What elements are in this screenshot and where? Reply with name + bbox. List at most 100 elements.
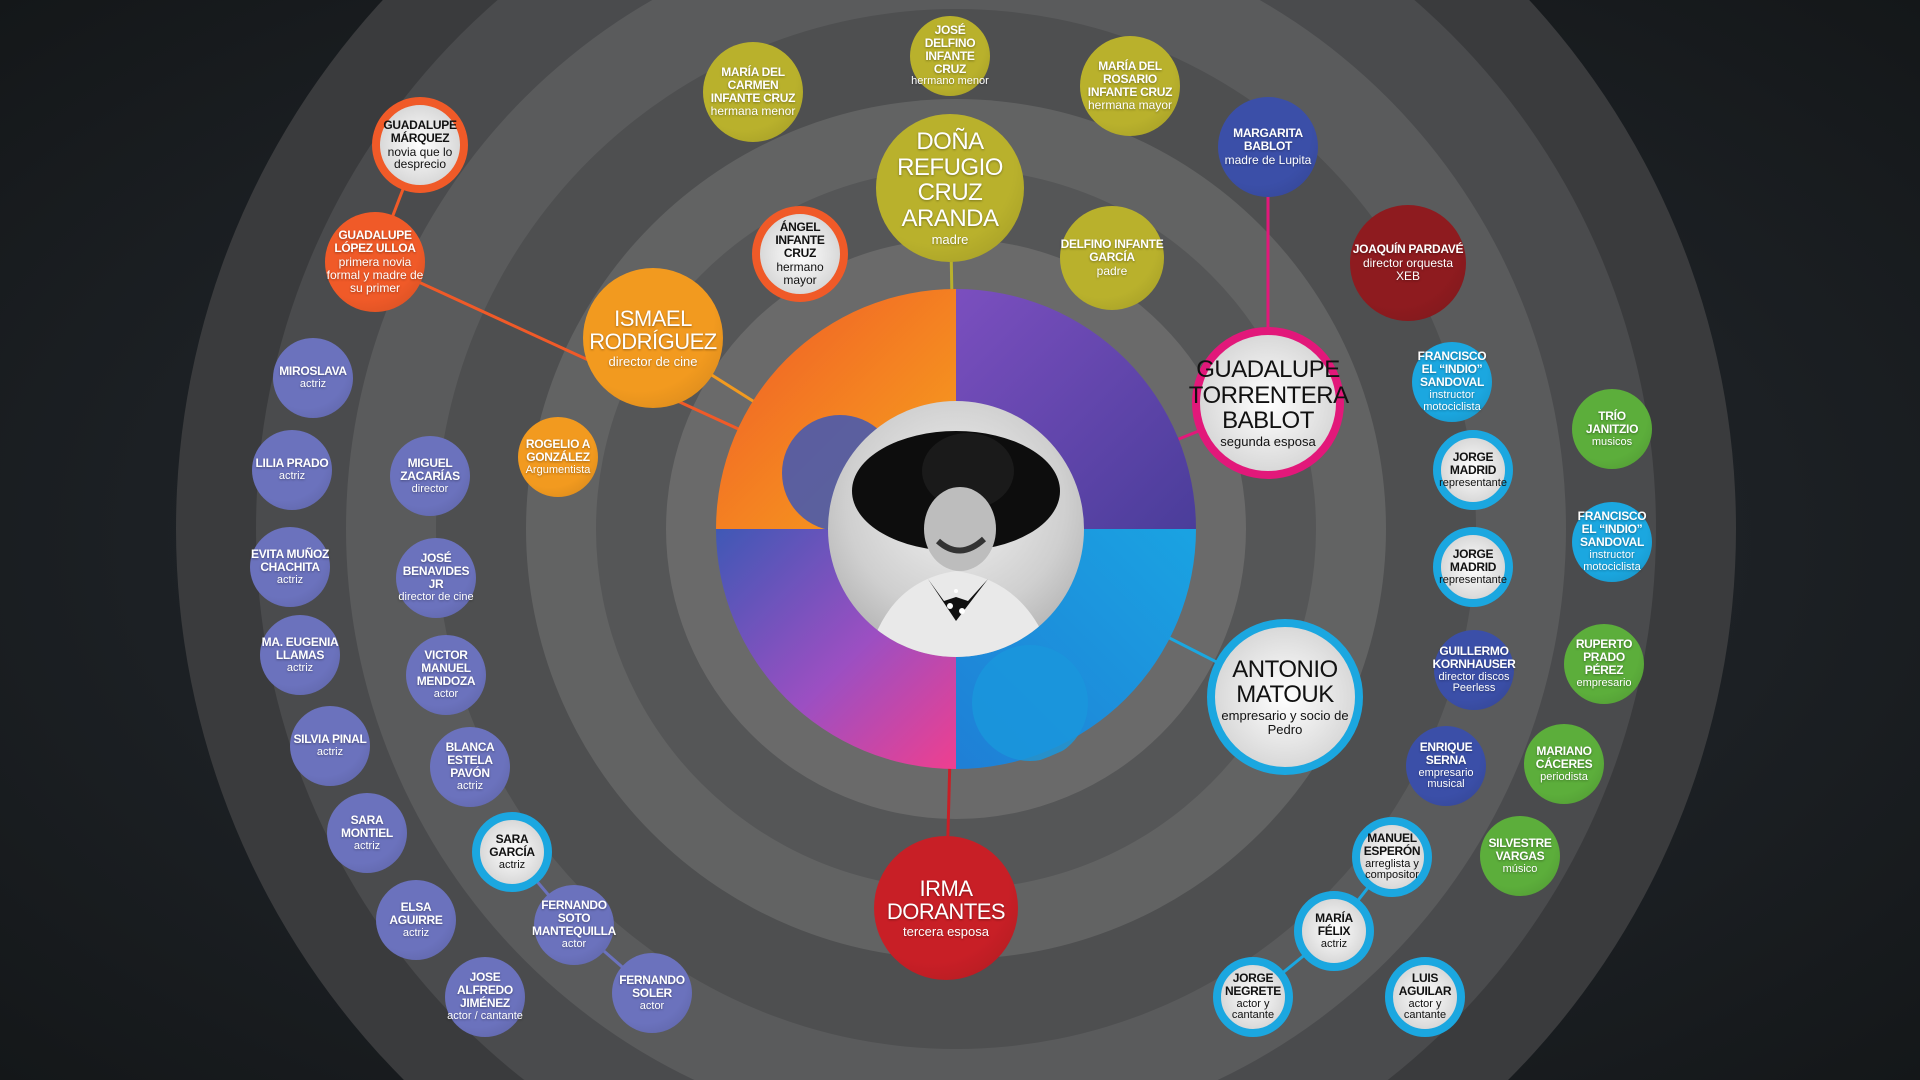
person-node-text: IRMA DORANTES tercera esposa (874, 875, 1018, 940)
center-portrait (828, 401, 1084, 657)
person-node-text: GUADALUPE MÁRQUEZ novia que lo desprecio (380, 118, 460, 172)
person-node-n23[interactable]: ENRIQUE SERNA empresario musical (1406, 726, 1486, 806)
person-node-n37[interactable]: JOSE ALFREDO JIMÉNEZ actor / cantante (445, 957, 525, 1037)
person-role: actriz (402, 926, 430, 939)
person-node-n13[interactable]: JOAQUÍN PARDAVÉ director orquesta XEB (1350, 205, 1466, 321)
person-role: director orquesta XEB (1362, 256, 1454, 283)
person-node-n12[interactable]: GUADALUPE TORRENTERA BABLOT segunda espos… (1189, 327, 1349, 479)
person-name: VICTOR MANUEL MENDOZA (416, 648, 476, 689)
person-role: actriz (316, 746, 344, 759)
person-node-n28[interactable]: JORGE NEGRETE actor y cantante (1213, 957, 1293, 1037)
person-name: FERNANDO SOLER (619, 972, 685, 1000)
person-node-n34[interactable]: SILVIA PINAL actriz (290, 706, 370, 786)
person-node-text: FRANCISCO EL “INDIO” SANDOVAL instructor … (1572, 510, 1652, 574)
person-node-n41[interactable]: BLANCA ESTELA PAVÓN actriz (430, 727, 510, 807)
person-name: GUADALUPE LÓPEZ ULLOA (334, 228, 416, 256)
person-name: ANTONIO MATOUK (1232, 655, 1338, 709)
person-node-text: JORGE NEGRETE actor y cantante (1221, 971, 1285, 1023)
person-node-n8[interactable]: ROGELIO A GONZÁLEZ Argumentista (518, 417, 598, 497)
person-role: primera novia formal y madre de su prime… (326, 255, 424, 295)
person-node-n9[interactable]: GUADALUPE MÁRQUEZ novia que lo desprecio (372, 97, 468, 193)
person-role: hermana menor (710, 104, 796, 119)
person-name: ISMAEL RODRÍGUEZ (589, 305, 717, 355)
person-role: actriz (456, 779, 484, 792)
person-role: actriz (299, 378, 327, 391)
person-node-n3[interactable]: MARÍA DEL CARMEN INFANTE CRUZ hermana men… (703, 42, 803, 142)
person-node-n35[interactable]: SARA MONTIEL actriz (327, 793, 407, 873)
person-role: actor (433, 687, 459, 700)
person-name: IRMA DORANTES (886, 875, 1006, 925)
person-node-n33[interactable]: MA. EUGENIA LLAMAS actriz (260, 615, 340, 695)
person-role: tercera esposa (903, 924, 989, 940)
person-node-n14[interactable]: IRMA DORANTES tercera esposa (874, 836, 1018, 980)
person-node-text: DOÑA REFUGIO CRUZ ARANDA madre (876, 128, 1024, 248)
person-node-n38[interactable]: MIGUEL ZACARÍAS director (390, 436, 470, 516)
person-node-n21[interactable]: GUILLERMO KORNHAUSER director discos Peer… (1433, 630, 1516, 710)
person-node-n26[interactable]: MANUEL ESPERÓN arreglista y compositor (1352, 817, 1432, 897)
person-node-n36[interactable]: ELSA AGUIRRE actriz (376, 880, 456, 960)
person-node-text: GUADALUPE LÓPEZ ULLOA primera novia forma… (325, 229, 425, 295)
person-node-n19[interactable]: FRANCISCO EL “INDIO” SANDOVAL instructor … (1572, 502, 1652, 582)
person-role: actriz (286, 661, 314, 674)
person-node-n30[interactable]: MIROSLAVA actriz (273, 338, 353, 418)
person-node-n10[interactable]: GUADALUPE LÓPEZ ULLOA primera novia forma… (325, 212, 425, 312)
person-node-text: JOAQUÍN PARDAVÉ director orquesta XEB (1350, 243, 1466, 283)
person-node-text: SARA GARCÍA actriz (480, 831, 544, 872)
person-name: JOSÉ DELFINO INFANTE CRUZ (924, 22, 976, 76)
person-node-n32[interactable]: EVITA MUÑOZ CHACHITA actriz (250, 527, 330, 607)
person-node-n44[interactable]: FERNANDO SOLER actor (612, 953, 692, 1033)
person-role: actor (561, 937, 587, 950)
person-role: actriz (276, 573, 304, 586)
person-node-text: JOSE ALFREDO JIMÉNEZ actor / cantante (445, 971, 525, 1023)
person-node-text: MARIANO CÁCERES periodista (1524, 744, 1604, 784)
person-name: LUIS AGUILAR (1398, 970, 1452, 998)
person-node-n7[interactable]: ISMAEL RODRÍGUEZ director de cine (583, 268, 723, 408)
person-node-n11[interactable]: MARGARITA BABLOT madre de Lupita (1218, 97, 1318, 197)
person-node-n2[interactable]: JOSÉ DELFINO INFANTE CRUZ hermano menor (910, 16, 990, 96)
person-node-n20[interactable]: TRÍO JANITZIO musicos (1572, 389, 1652, 469)
person-node-n43[interactable]: FERNANDO SOTO MANTEQUILLA actor (532, 885, 616, 965)
person-node-text: MANUEL ESPERÓN arreglista y compositor (1360, 831, 1424, 883)
person-node-n39[interactable]: JOSÉ BENAVIDES JR director de cine (396, 538, 476, 618)
person-node-n15[interactable]: ANTONIO MATOUK empresario y socio de Pedr… (1207, 619, 1363, 775)
person-node-n24[interactable]: MARIANO CÁCERES periodista (1524, 724, 1604, 804)
person-role: representante (1439, 476, 1507, 489)
person-name: JOSÉ BENAVIDES JR (402, 551, 470, 592)
person-role: representante (1439, 573, 1507, 586)
person-node-n6[interactable]: ÁNGEL INFANTE CRUZ hermano mayor (752, 206, 848, 302)
person-role: director de cine (608, 354, 698, 370)
person-name: SILVIA PINAL (293, 732, 367, 747)
person-name: SARA MONTIEL (341, 812, 393, 840)
person-node-n5[interactable]: DELFINO INFANTE GARCÍA padre (1060, 206, 1164, 310)
person-name: JORGE MADRID (1449, 449, 1497, 477)
person-node-text: JORGE MADRID representante (1439, 547, 1507, 587)
person-node-n4[interactable]: MARÍA DEL ROSARIO INFANTE CRUZ hermana ma… (1080, 36, 1180, 136)
person-node-text: MIGUEL ZACARÍAS director (390, 456, 470, 496)
person-name: SARA GARCÍA (489, 831, 535, 859)
person-node-n18[interactable]: JORGE MADRID representante (1433, 527, 1513, 607)
person-node-n40[interactable]: VICTOR MANUEL MENDOZA actor (406, 635, 486, 715)
person-name: ELSA AGUIRRE (389, 899, 443, 927)
person-node-text: GUADALUPE TORRENTERA BABLOT segunda espos… (1188, 355, 1349, 450)
person-node-n1[interactable]: DOÑA REFUGIO CRUZ ARANDA madre (876, 114, 1024, 262)
person-node-n42[interactable]: SARA GARCÍA actriz (472, 812, 552, 892)
person-node-n27[interactable]: MARÍA FÉLIX actriz (1294, 891, 1374, 971)
person-node-n25[interactable]: SILVESTRE VARGAS músico (1480, 816, 1560, 896)
person-role: musicos (1591, 435, 1633, 448)
person-role: empresario musical (1418, 766, 1474, 791)
person-node-n29[interactable]: LUIS AGUILAR actor y cantante (1385, 957, 1465, 1037)
person-name: BLANCA ESTELA PAVÓN (445, 740, 495, 781)
person-role: actor / cantante (447, 1009, 523, 1022)
person-role: instructor motociclista (1423, 389, 1481, 413)
person-name: MARÍA DEL ROSARIO INFANTE CRUZ (1087, 58, 1173, 99)
person-node-n16[interactable]: FRANCISCO EL “INDIO” SANDOVAL instructor … (1412, 342, 1492, 422)
person-node-text: MARGARITA BABLOT madre de Lupita (1218, 127, 1318, 167)
person-node-n22[interactable]: RUPERTO PRADO PÉREZ empresario (1564, 624, 1644, 704)
person-role: hermano menor (911, 75, 989, 88)
person-node-n31[interactable]: LILIA PRADO actriz (252, 430, 332, 510)
person-name: GUADALUPE TORRENTERA BABLOT (1188, 355, 1349, 435)
person-node-text: BLANCA ESTELA PAVÓN actriz (430, 741, 510, 793)
person-node-n17[interactable]: JORGE MADRID representante (1433, 430, 1513, 510)
person-name: FRANCISCO EL “INDIO” SANDOVAL (1417, 349, 1487, 390)
charro-portrait-image (852, 431, 1060, 657)
